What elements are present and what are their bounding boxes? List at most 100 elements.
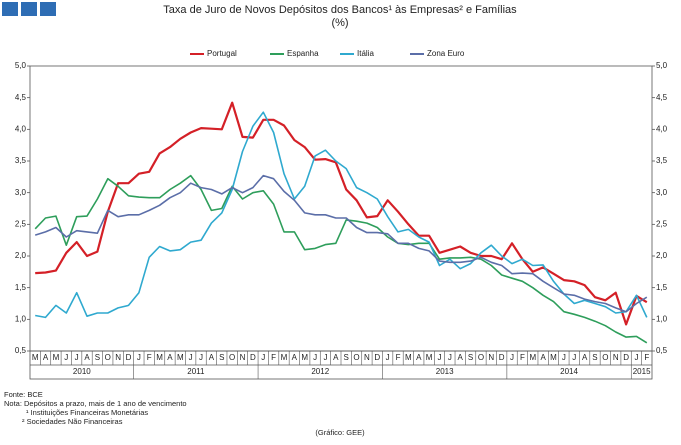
x-tick-label: M bbox=[177, 353, 184, 362]
x-tick-label: M bbox=[529, 353, 536, 362]
year-label: 2010 bbox=[73, 367, 91, 376]
note: ² Sociedades Não Financeiras bbox=[22, 417, 123, 426]
x-tick-label: O bbox=[602, 353, 608, 362]
x-tick-label: A bbox=[167, 353, 173, 362]
x-tick-label: A bbox=[582, 353, 588, 362]
year-label: 2012 bbox=[311, 367, 329, 376]
y-tick-label: 5,0 bbox=[15, 61, 27, 70]
year-label: 2015 bbox=[633, 367, 651, 376]
x-tick-label: J bbox=[386, 353, 390, 362]
x-tick-label: N bbox=[613, 353, 619, 362]
year-label: 2011 bbox=[187, 367, 205, 376]
logo-square bbox=[21, 2, 37, 16]
x-tick-label: S bbox=[592, 353, 597, 362]
legend-label: Portugal bbox=[207, 49, 237, 58]
x-tick-label: J bbox=[572, 353, 576, 362]
y-tick-label: 3,5 bbox=[15, 156, 27, 165]
x-tick-label: M bbox=[550, 353, 557, 362]
plot-frame bbox=[29, 65, 653, 352]
chart-title: Taxa de Juro de Novos Depósitos dos Banc… bbox=[163, 4, 517, 16]
x-tick-label: J bbox=[510, 353, 514, 362]
y2-tick-label: 0,5 bbox=[656, 346, 668, 355]
x-tick-label: J bbox=[562, 353, 566, 362]
x-tick-label: O bbox=[353, 353, 359, 362]
legend-label: Itália bbox=[357, 49, 374, 58]
x-tick-label: J bbox=[199, 353, 203, 362]
x-tick-label: O bbox=[105, 353, 111, 362]
x-tick-label: O bbox=[478, 353, 484, 362]
series-line bbox=[34, 174, 648, 344]
x-tick-label: A bbox=[540, 353, 546, 362]
credit: (Gráfico: GEE) bbox=[315, 428, 365, 437]
series-line bbox=[35, 111, 648, 319]
x-tick-label: J bbox=[189, 353, 193, 362]
x-tick-label: D bbox=[623, 353, 629, 362]
x-tick-label: M bbox=[281, 353, 288, 362]
x-tick-label: O bbox=[229, 353, 235, 362]
x-tick-label: A bbox=[43, 353, 49, 362]
y-tick-label: 2,0 bbox=[15, 251, 27, 260]
y2-tick-label: 4,5 bbox=[656, 93, 668, 102]
x-tick-label: D bbox=[126, 353, 132, 362]
x-tick-label: D bbox=[250, 353, 256, 362]
logo-square bbox=[40, 2, 56, 16]
x-tick-label: S bbox=[344, 353, 349, 362]
x-tick-label: F bbox=[396, 353, 401, 362]
x-tick-label: F bbox=[271, 353, 276, 362]
legend-label: Espanha bbox=[287, 49, 319, 58]
y-tick-label: 4,5 bbox=[15, 93, 27, 102]
x-tick-label: N bbox=[240, 353, 246, 362]
x-tick-label: F bbox=[520, 353, 525, 362]
x-tick-label: S bbox=[95, 353, 100, 362]
x-tick-label: M bbox=[405, 353, 412, 362]
x-tick-label: M bbox=[53, 353, 60, 362]
logo-square bbox=[2, 2, 18, 16]
series-line bbox=[34, 174, 648, 313]
x-tick-label: N bbox=[364, 353, 370, 362]
x-tick-label: J bbox=[137, 353, 141, 362]
x-tick-label: N bbox=[488, 353, 494, 362]
series-line bbox=[35, 101, 648, 326]
y-tick-label: 1,0 bbox=[15, 314, 27, 323]
x-tick-label: F bbox=[644, 353, 649, 362]
x-tick-label: A bbox=[333, 353, 339, 362]
x-tick-label: J bbox=[448, 353, 452, 362]
x-tick-label: J bbox=[313, 353, 317, 362]
note: Nota: Depósitos a prazo, mais de 1 ano d… bbox=[4, 399, 187, 408]
x-tick-label: N bbox=[115, 353, 121, 362]
x-tick-label: D bbox=[374, 353, 380, 362]
legend-label: Zona Euro bbox=[427, 49, 465, 58]
x-tick-label: D bbox=[499, 353, 505, 362]
x-tick-label: M bbox=[426, 353, 433, 362]
x-tick-label: J bbox=[64, 353, 68, 362]
x-tick-label: J bbox=[75, 353, 79, 362]
y2-tick-label: 2,5 bbox=[656, 219, 668, 228]
y2-tick-label: 1,0 bbox=[656, 314, 668, 323]
year-label: 2013 bbox=[436, 367, 454, 376]
y-tick-label: 3,0 bbox=[15, 188, 27, 197]
y2-tick-label: 4,0 bbox=[656, 124, 668, 133]
note: Fonte: BCE bbox=[4, 390, 43, 399]
y2-tick-label: 3,0 bbox=[656, 188, 668, 197]
x-tick-label: A bbox=[416, 353, 422, 362]
x-tick-label: M bbox=[156, 353, 163, 362]
x-tick-label: A bbox=[458, 353, 464, 362]
note: ¹ Instituições Financeiras Monetárias bbox=[26, 408, 148, 417]
y2-tick-label: 2,0 bbox=[656, 251, 668, 260]
y-tick-label: 2,5 bbox=[15, 219, 27, 228]
x-tick-label: A bbox=[292, 353, 298, 362]
year-label: 2014 bbox=[560, 367, 578, 376]
x-tick-label: A bbox=[209, 353, 215, 362]
y-tick-label: 0,5 bbox=[15, 346, 27, 355]
y2-tick-label: 5,0 bbox=[656, 61, 668, 70]
x-tick-label: M bbox=[32, 353, 39, 362]
x-tick-label: J bbox=[437, 353, 441, 362]
y-tick-label: 4,0 bbox=[15, 124, 27, 133]
x-tick-label: S bbox=[219, 353, 224, 362]
x-tick-label: A bbox=[84, 353, 90, 362]
x-tick-label: S bbox=[468, 353, 473, 362]
x-tick-label: J bbox=[261, 353, 265, 362]
x-tick-label: J bbox=[323, 353, 327, 362]
y2-tick-label: 1,5 bbox=[656, 283, 668, 292]
